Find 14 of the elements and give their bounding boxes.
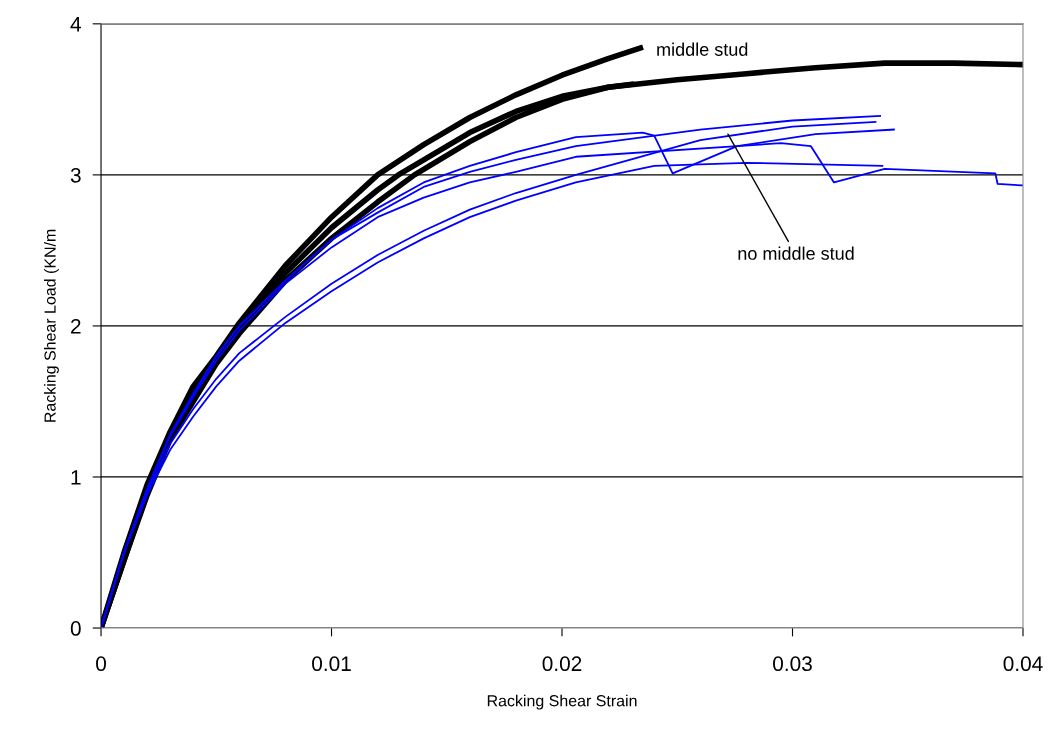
x-tick-label: 0.02 [542, 656, 582, 672]
y-tick-label: 3 [70, 167, 81, 183]
x-tick-label: 0.03 [773, 656, 812, 672]
annotation: middle stud [657, 42, 748, 56]
annotation: no middle stud [738, 246, 854, 260]
x-tick-label: 0.01 [312, 656, 351, 672]
x-tick-label: 0.04 [1003, 656, 1043, 672]
y-tick-label: 4 [70, 17, 81, 32]
y-axis-title: Racking Shear Load (KN/m [44, 229, 59, 422]
y-tick-label: 0 [70, 621, 81, 636]
x-tick-label: 0 [96, 656, 107, 672]
x-axis-title: Racking Shear Strain [487, 694, 637, 710]
y-tick-label: 1 [71, 470, 81, 485]
y-tick-label: 2 [71, 318, 81, 334]
